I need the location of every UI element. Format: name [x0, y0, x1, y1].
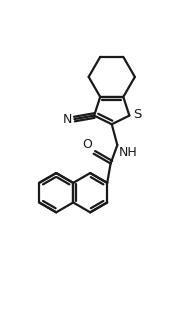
Text: S: S: [134, 108, 142, 121]
Text: N: N: [63, 113, 72, 125]
Text: NH: NH: [119, 146, 138, 159]
Text: O: O: [82, 138, 92, 151]
